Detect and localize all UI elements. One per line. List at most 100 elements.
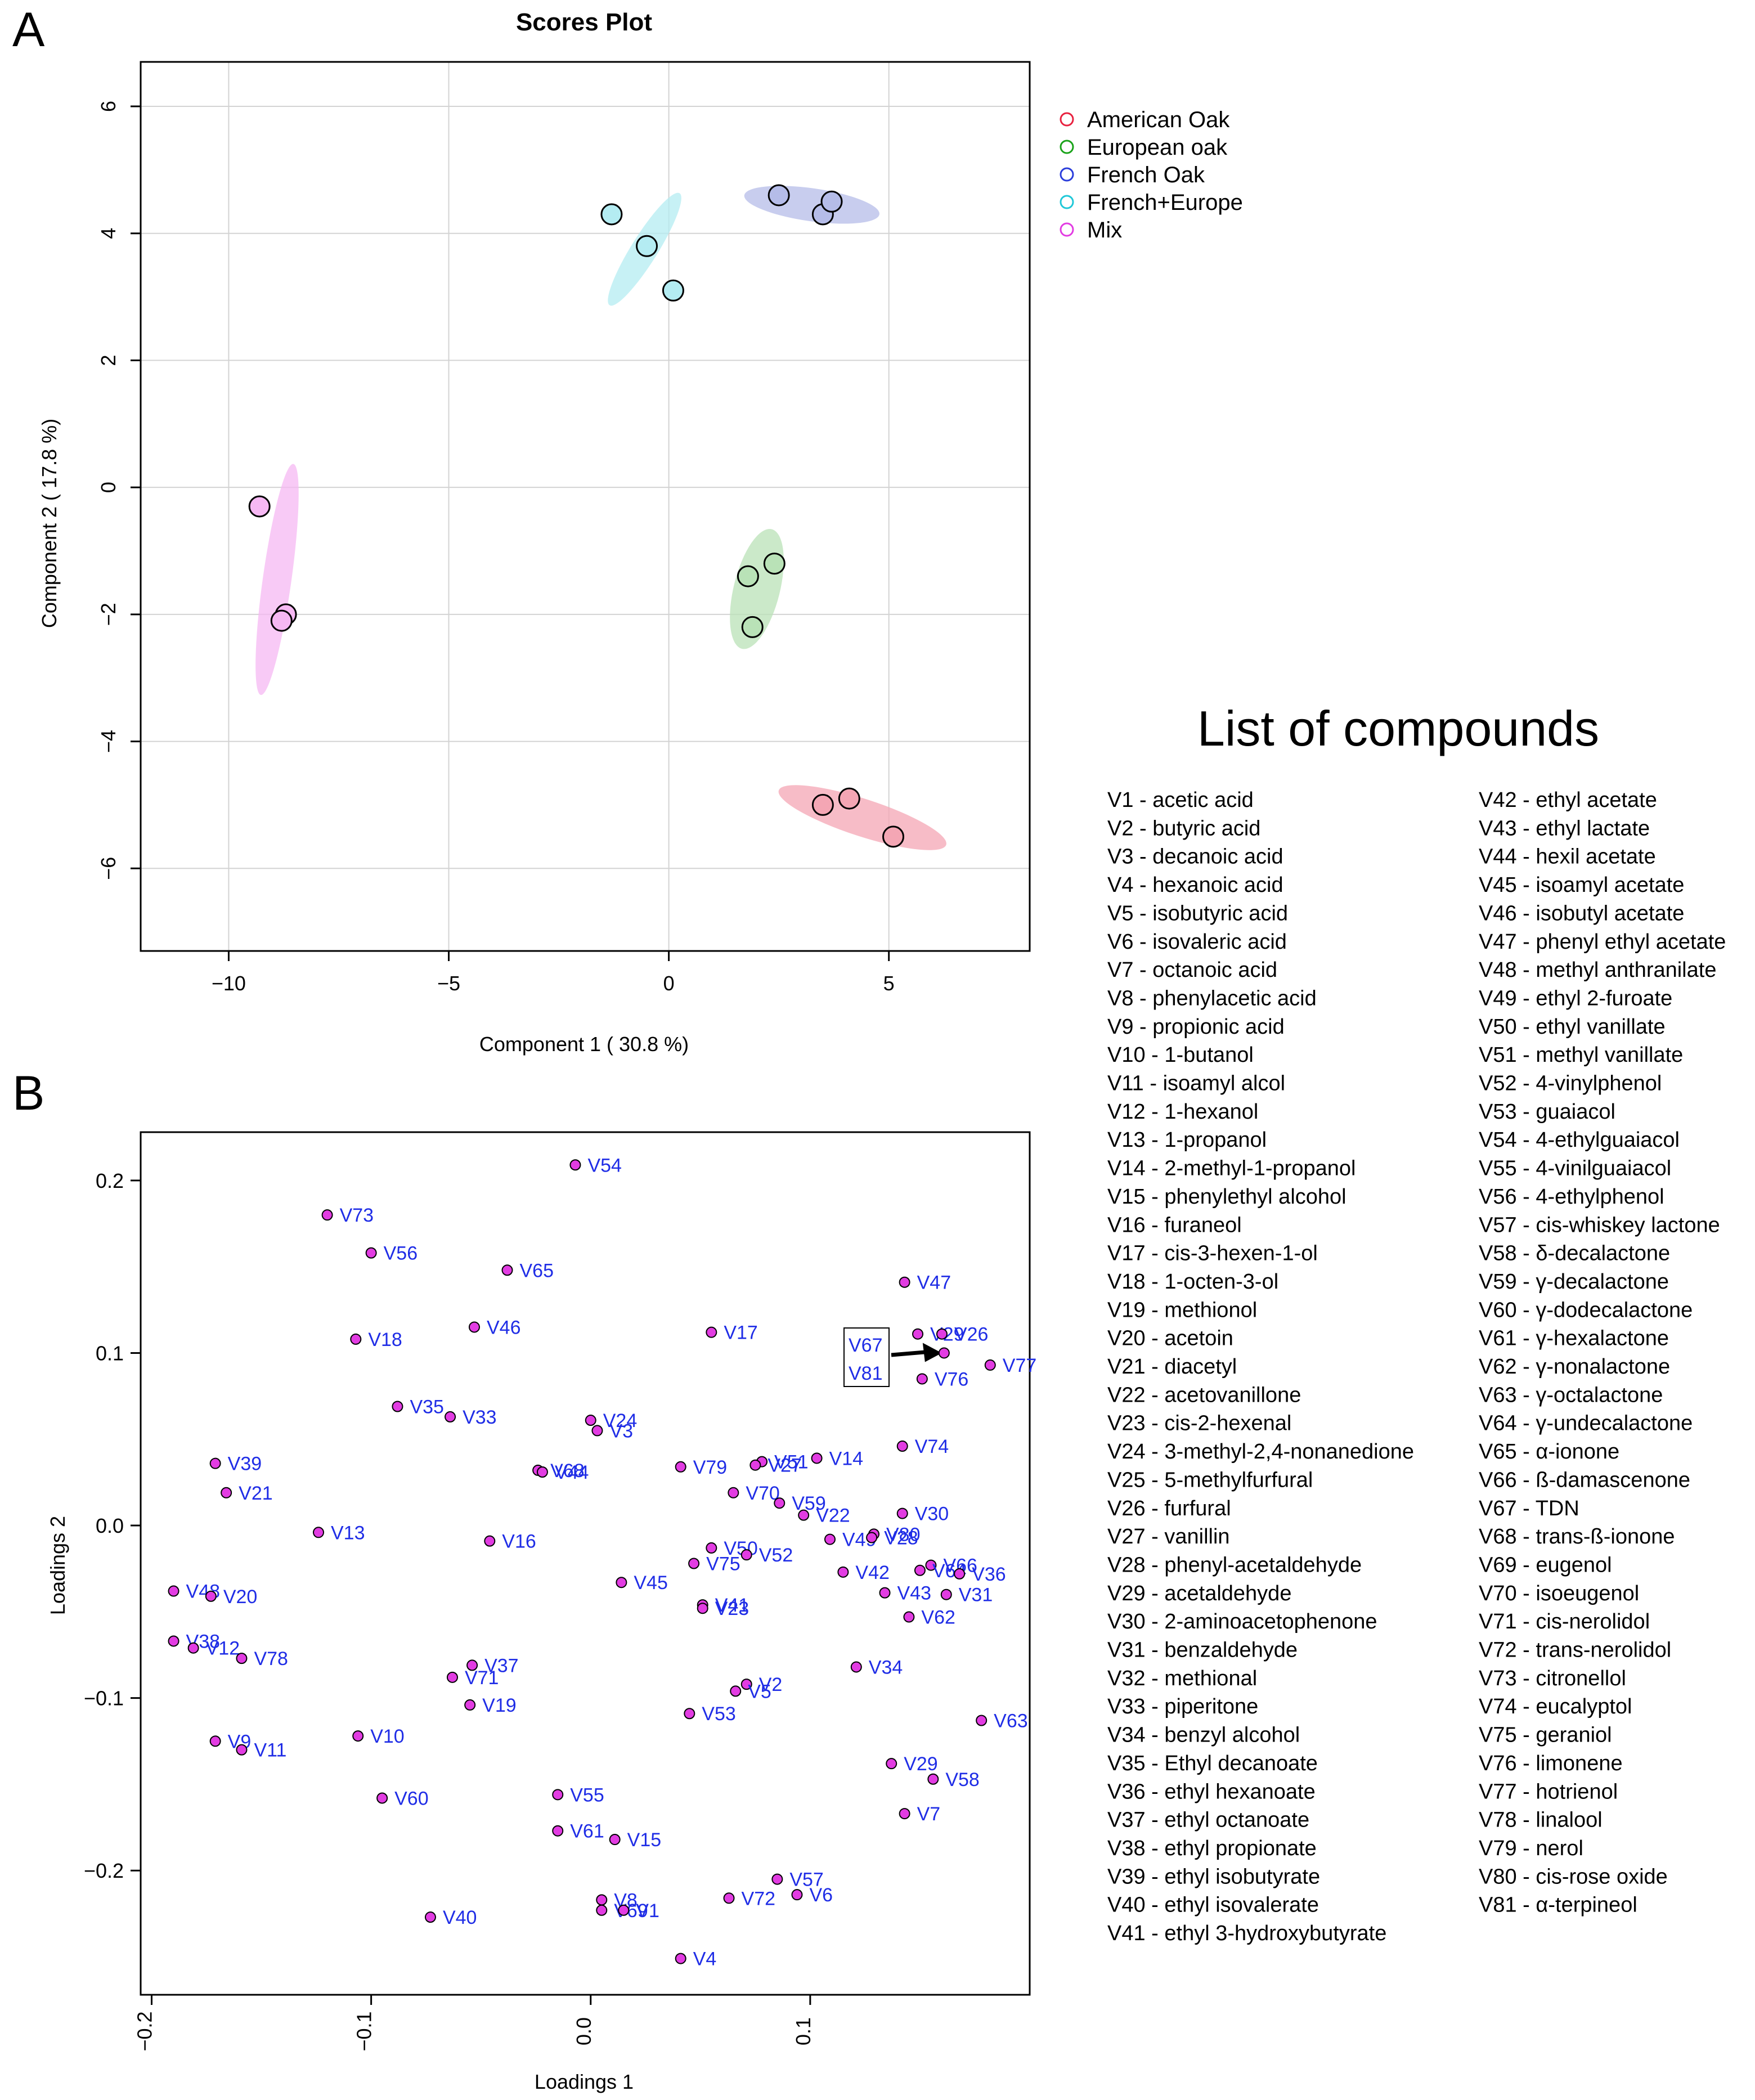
compound-item: V59 - γ-decalactone: [1479, 1270, 1669, 1294]
compound-item: V70 - isoeugenol: [1479, 1582, 1639, 1605]
score-point: [767, 184, 790, 207]
compound-item: V20 - acetoin: [1107, 1327, 1233, 1350]
scores-legend: American Oak European oak French Oak French…: [1060, 107, 1243, 243]
loading-label: V16: [502, 1531, 536, 1552]
loading-label: V5: [748, 1681, 771, 1702]
loading-point: [771, 1873, 783, 1885]
compound-item: V77 - hotrienol: [1479, 1780, 1618, 1803]
loading-point: [376, 1792, 388, 1804]
compound-item: V56 - 4-ethylphenol: [1479, 1185, 1664, 1209]
compound-list: V1 - acetic acid V2 - butyric acid V3 - de…: [1107, 788, 1726, 1945]
compound-item: V81 - α-terpineol: [1479, 1893, 1637, 1917]
loading-point: [585, 1415, 596, 1426]
compound-item: V19 - methionol: [1107, 1298, 1257, 1322]
loading-point: [706, 1326, 717, 1338]
scores-plot: −10 −5 0 5 −6 −4 −2 0 2 4 6: [97, 61, 1031, 995]
loading-point: [749, 1459, 761, 1471]
score-point: [820, 190, 843, 213]
loading-point: [350, 1333, 362, 1345]
loading-label: V23: [715, 1598, 749, 1619]
compound-item: V53 - guaiacol: [1479, 1100, 1615, 1124]
loading-label: V14: [829, 1448, 864, 1469]
loading-point: [321, 1209, 333, 1221]
compound-item: V64 - γ-undecalactone: [1479, 1412, 1693, 1435]
compound-item: V26 - furfural: [1107, 1497, 1231, 1520]
legend-label: Mix: [1087, 218, 1122, 243]
compound-item: V62 - γ-nonalactone: [1479, 1355, 1670, 1379]
compound-item: V8 - phenylacetic acid: [1107, 986, 1317, 1010]
loading-label: V3: [609, 1420, 633, 1442]
score-point: [636, 235, 658, 257]
compound-item: V55 - 4-vinilguaiacol: [1479, 1157, 1671, 1181]
scores-ytick-label: 0: [97, 482, 120, 493]
loading-label: V42: [855, 1562, 890, 1583]
compound-item: V78 - linalool: [1479, 1809, 1603, 1832]
loadings-ytick-label: −0.1: [84, 1687, 124, 1710]
loading-point: [912, 1328, 924, 1340]
loading-point: [927, 1773, 939, 1785]
loading-label: V78: [254, 1648, 288, 1670]
compound-item: V21 - diacetyl: [1107, 1355, 1237, 1379]
loadings-xtick-label: 0.1: [792, 2017, 815, 2045]
compound-item: V63 - γ-octalactone: [1479, 1383, 1663, 1407]
compound-item: V23 - cis-2-hexenal: [1107, 1412, 1291, 1435]
compound-item: V54 - 4-ethylguaiacol: [1479, 1128, 1680, 1152]
compound-item: V46 - isobutyl acetate: [1479, 901, 1684, 925]
loading-label: V57: [789, 1869, 824, 1891]
compound-item: V1 - acetic acid: [1107, 788, 1254, 812]
callout-label-2: V81: [849, 1363, 883, 1384]
callout-box: [843, 1327, 890, 1387]
loading-point: [609, 1834, 621, 1846]
loading-label: V21: [239, 1483, 273, 1504]
loading-label: V68: [550, 1460, 585, 1482]
compound-item: V73 - citronellol: [1479, 1667, 1626, 1690]
legend-marker: [1060, 222, 1074, 237]
loading-label: V18: [368, 1329, 402, 1350]
loading-label: V60: [394, 1788, 429, 1809]
loading-point: [552, 1825, 564, 1837]
loading-label: V26: [954, 1324, 989, 1345]
loading-point: [811, 1452, 823, 1464]
loading-point: [552, 1789, 564, 1801]
compound-item: V48 - methyl anthranilate: [1479, 958, 1716, 982]
loadings-ytick-label: 0.2: [96, 1169, 124, 1192]
panel-b-letter: B: [12, 1066, 44, 1120]
loading-label: V53: [702, 1703, 736, 1725]
loading-label: V50: [724, 1538, 758, 1559]
loading-label: V74: [915, 1436, 949, 1457]
loadings-xtick-label: −0.2: [133, 2011, 156, 2051]
compound-item: V69 - eugenol: [1479, 1553, 1612, 1577]
score-point: [248, 495, 271, 518]
loading-point: [938, 1347, 950, 1359]
compound-item: V41 - ethyl 3-hydroxybutyrate: [1107, 1922, 1386, 1945]
loading-point: [954, 1568, 966, 1580]
loading-label: V29: [904, 1753, 938, 1775]
compound-item: V13 - 1-propanol: [1107, 1128, 1267, 1152]
compound-item: V74 - eucalyptol: [1479, 1695, 1632, 1718]
loading-label: V80: [886, 1524, 921, 1545]
compound-item: V36 - ethyl hexanoate: [1107, 1780, 1316, 1803]
loading-label: V24: [603, 1410, 638, 1432]
legend-label: French+Europe: [1087, 190, 1243, 215]
compound-item: V61 - γ-hexalactone: [1479, 1327, 1669, 1350]
score-point: [838, 787, 860, 810]
confidence-ellipse-0: [778, 785, 946, 850]
loading-point: [899, 1808, 910, 1820]
loading-label: V52: [759, 1545, 793, 1566]
loading-point: [837, 1566, 849, 1578]
loading-point: [740, 1679, 752, 1690]
loading-label: V34: [869, 1657, 903, 1678]
loading-label: V28: [884, 1528, 918, 1549]
loading-point: [221, 1487, 232, 1498]
scores-ytick-label: 2: [97, 355, 120, 366]
score-point: [741, 616, 764, 638]
compound-item: V44 - hexil acetate: [1479, 845, 1656, 869]
legend-marker: [1060, 167, 1074, 182]
compound-item: V24 - 3-methyl-2,4-nonanedione: [1107, 1440, 1414, 1464]
loading-point: [740, 1549, 752, 1561]
loading-point: [916, 1373, 928, 1385]
loading-point: [791, 1889, 803, 1901]
compound-item: V2 - butyric acid: [1107, 816, 1260, 840]
compound-item: V18 - 1-octen-3-ol: [1107, 1270, 1278, 1294]
